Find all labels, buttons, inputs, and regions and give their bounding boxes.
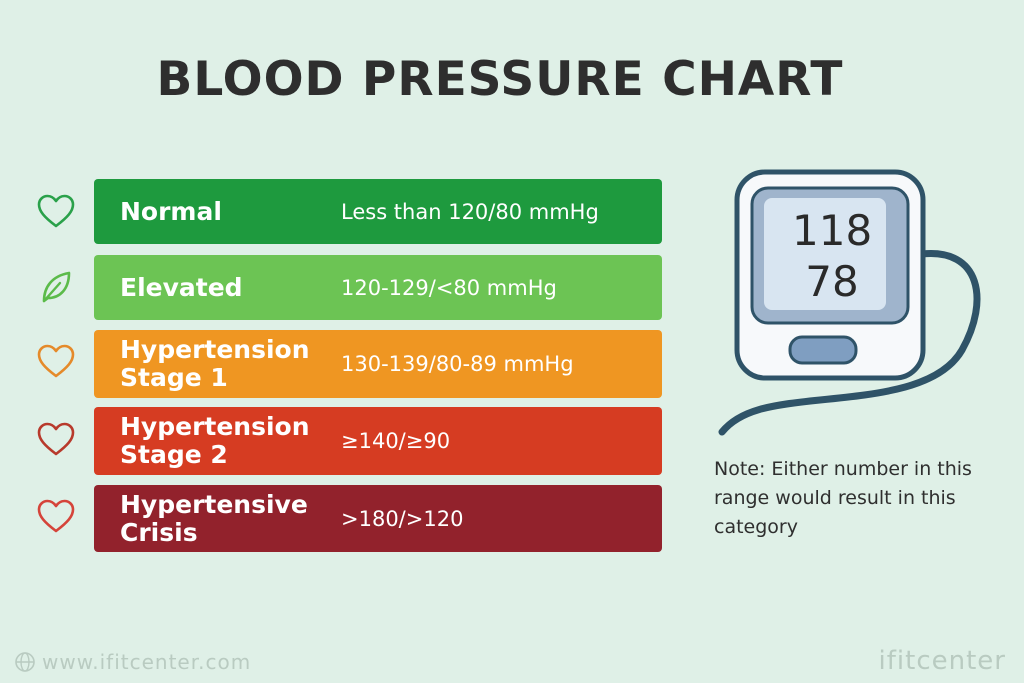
category-name: Hypertensive Crisis <box>120 489 308 547</box>
category-range: Less than 120/80 mmHg <box>341 199 599 224</box>
category-band-hypertension-stage-2: Hypertension Stage 2 ≥140/≥90 <box>94 407 662 475</box>
note-text: Note: Either number in this range would … <box>714 458 972 538</box>
diastolic-reading: 78 <box>805 257 859 306</box>
heart-icon <box>36 420 76 460</box>
systolic-reading: 118 <box>792 206 873 255</box>
category-range: >180/>120 <box>341 506 464 531</box>
category-name: Normal <box>120 196 222 226</box>
category-band-elevated: Elevated 120-129/<80 mmHg <box>94 255 662 320</box>
category-band-hypertension-stage-1: Hypertension Stage 1 130-139/80-89 mmHg <box>94 330 662 398</box>
heart-icon <box>36 342 76 382</box>
heart-icon <box>36 192 76 232</box>
brand-logo: ifitcenter <box>878 646 1006 676</box>
category-band-hypertensive-crisis: Hypertensive Crisis >180/>120 <box>94 485 662 552</box>
category-band-normal: Normal Less than 120/80 mmHg <box>94 179 662 244</box>
category-name: Elevated <box>120 272 243 302</box>
category-range: ≥140/≥90 <box>341 429 451 453</box>
footer-url-text: www.ifitcenter.com <box>42 650 252 674</box>
page-title: BLOOD PRESSURE CHART <box>156 52 844 107</box>
leaf-icon <box>36 267 76 307</box>
heart-icon <box>36 497 76 537</box>
category-name: Hypertension Stage 2 <box>120 412 310 469</box>
globe-icon <box>15 652 35 672</box>
footer-url: www.ifitcenter.com <box>14 650 251 674</box>
category-range: 130-139/80-89 mmHg <box>341 352 574 376</box>
category-name: Hypertension Stage 1 <box>120 335 310 392</box>
blood-pressure-monitor-icon <box>700 160 1000 450</box>
category-range: 120-129/<80 mmHg <box>341 275 557 300</box>
